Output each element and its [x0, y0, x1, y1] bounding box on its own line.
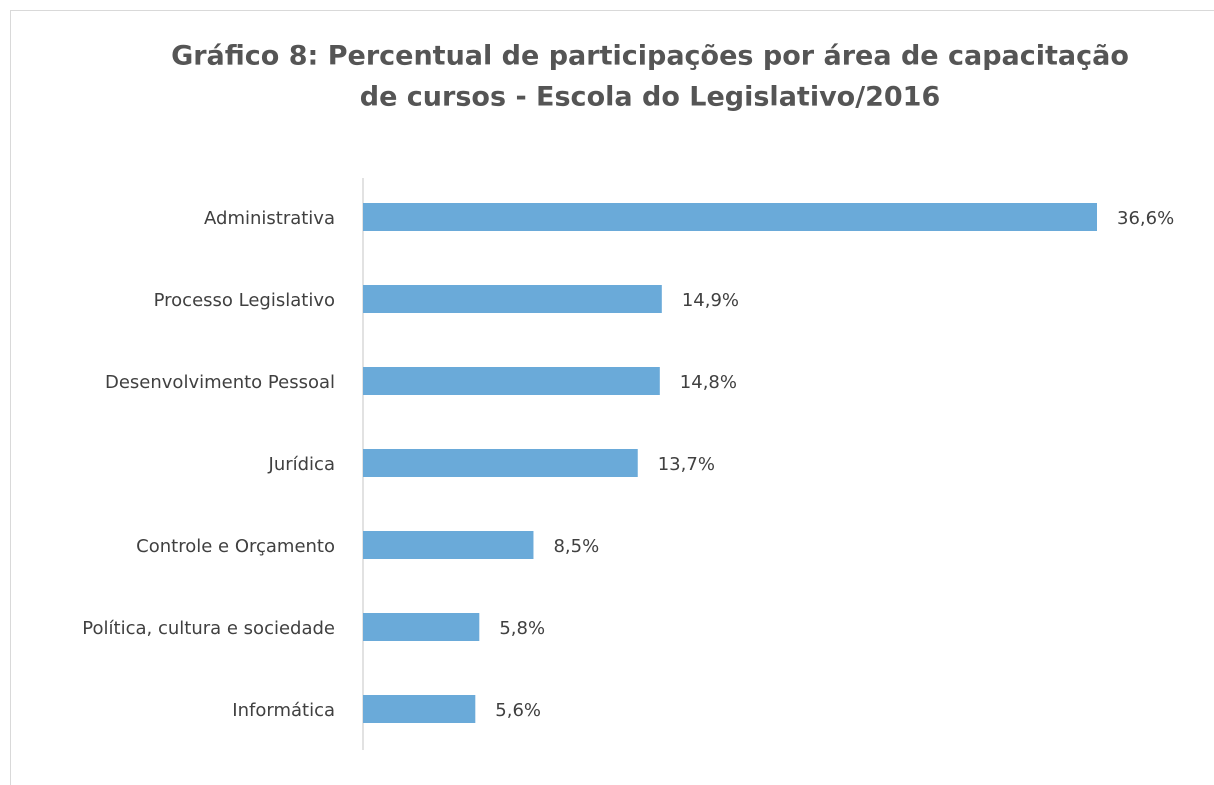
- bar: [363, 285, 662, 313]
- bar: [363, 695, 476, 723]
- bar: [363, 367, 660, 395]
- category-label: Administrativa: [204, 208, 335, 229]
- category-label: Jurídica: [268, 454, 335, 475]
- chart-title: de cursos - Escola do Legislativo/2016: [360, 82, 940, 113]
- bar: [363, 449, 638, 477]
- value-label: 5,8%: [499, 618, 545, 639]
- category-label: Informática: [232, 700, 335, 721]
- bar: [363, 613, 480, 641]
- bar: [363, 531, 534, 559]
- value-label: 13,7%: [658, 454, 715, 475]
- value-label: 8,5%: [553, 536, 599, 557]
- category-label: Desenvolvimento Pessoal: [105, 372, 335, 393]
- chart-border: [10, 10, 1214, 785]
- value-label: 5,6%: [495, 700, 541, 721]
- category-label: Processo Legislativo: [154, 290, 335, 311]
- bar: [363, 203, 1097, 231]
- value-label: 14,9%: [682, 290, 739, 311]
- value-label: 14,8%: [680, 372, 737, 393]
- category-label: Política, cultura e sociedade: [82, 618, 335, 639]
- category-label: Controle e Orçamento: [136, 536, 335, 557]
- chart-title: Gráfico 8: Percentual de participações p…: [171, 41, 1129, 72]
- value-label: 36,6%: [1117, 208, 1174, 229]
